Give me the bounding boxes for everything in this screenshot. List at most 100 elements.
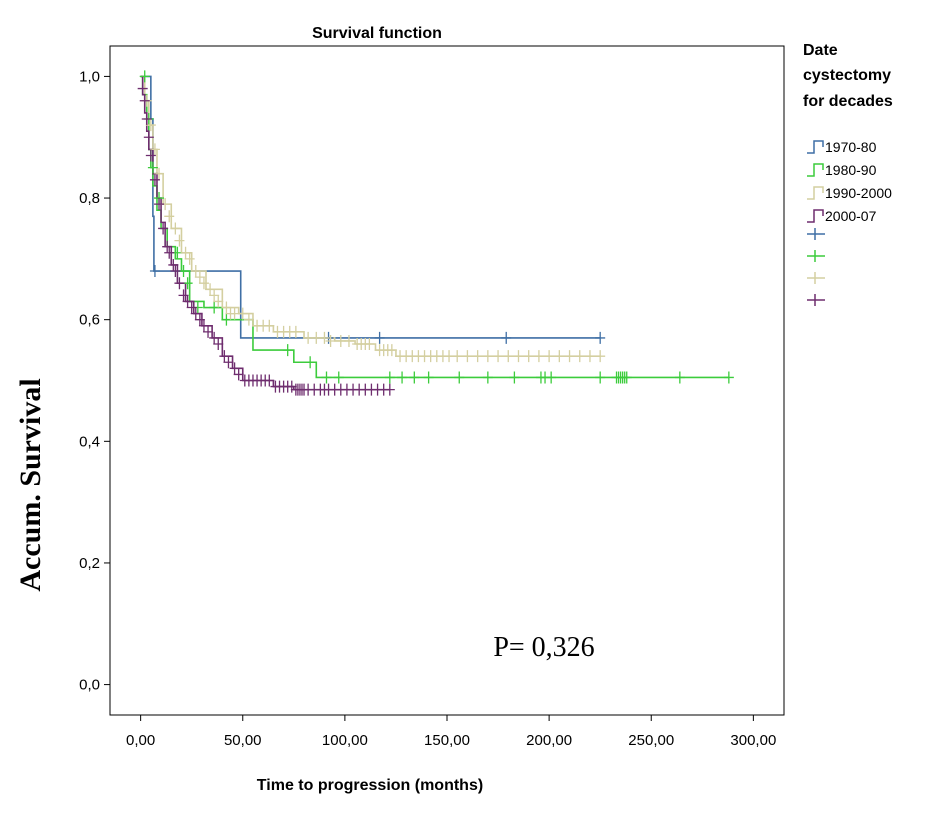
- y-tick-label: 1,0: [79, 68, 100, 85]
- legend-label: 2000-07: [825, 208, 877, 224]
- censor-mark: [219, 350, 230, 363]
- censor-mark: [384, 383, 395, 396]
- censor-mark: [333, 371, 344, 384]
- censor-mark: [264, 374, 275, 387]
- legend-title-line-3: for decades: [803, 93, 893, 110]
- legend-label: 1980-90: [825, 162, 877, 178]
- censor-mark: [533, 350, 544, 363]
- censor-mark: [321, 371, 332, 384]
- censor-mark: [237, 307, 248, 320]
- survival-curve-1970-80: [140, 75, 601, 339]
- pvalue-box: [448, 612, 752, 684]
- censor-mark: [482, 371, 493, 384]
- censor-mark: [384, 371, 395, 384]
- censor-mark: [482, 350, 493, 363]
- chart-title: Survival function: [312, 25, 442, 42]
- censor-mark: [233, 368, 244, 381]
- censor-mark: [564, 350, 575, 363]
- x-tick-label: 300,00: [730, 732, 776, 749]
- censor-mark: [409, 371, 420, 384]
- censor-mark: [544, 350, 555, 363]
- censor-mark: [174, 277, 185, 290]
- censor-mark: [364, 338, 375, 351]
- censor-mark: [203, 325, 214, 338]
- plot-area: [109, 45, 785, 716]
- censor-mark: [472, 350, 483, 363]
- censor-mark: [343, 334, 354, 347]
- censor-mark: [164, 246, 175, 259]
- censor-mark: [170, 265, 181, 278]
- censor-mark: [319, 331, 330, 344]
- legend-title-line-2: cystectomy: [803, 67, 891, 84]
- censor-mark: [221, 313, 232, 326]
- censor-mark: [223, 356, 234, 369]
- x-tick-label: 0,00: [126, 732, 155, 749]
- censor-mark: [170, 222, 181, 235]
- x-axis-label: Time to progression (months): [257, 777, 483, 794]
- censor-mark: [286, 380, 297, 393]
- censor-mark: [546, 371, 557, 384]
- censor-mark: [168, 258, 179, 271]
- censor-mark: [180, 246, 191, 259]
- censor-mark: [454, 371, 465, 384]
- censor-mark: [154, 167, 165, 180]
- censor-mark: [198, 319, 209, 332]
- censor-mark: [194, 313, 205, 326]
- censor-mark: [595, 331, 606, 344]
- censor-mark: [397, 371, 408, 384]
- censor-mark: [143, 131, 154, 144]
- censor-mark: [595, 350, 606, 363]
- censor-mark: [174, 234, 185, 247]
- x-tick-label: 250,00: [628, 732, 674, 749]
- censor-mark: [452, 350, 463, 363]
- censor-mark: [205, 283, 216, 296]
- censor-mark: [584, 350, 595, 363]
- y-tick-label: 0,4: [79, 433, 100, 450]
- censor-mark: [554, 350, 565, 363]
- censor-mark: [209, 289, 220, 302]
- censor-mark: [595, 371, 606, 384]
- censor-mark: [503, 350, 514, 363]
- x-tick-label: 150,00: [424, 732, 470, 749]
- censor-mark: [374, 331, 385, 344]
- censor-mark: [213, 295, 224, 308]
- censor-mark: [154, 198, 165, 211]
- censor-mark: [462, 350, 473, 363]
- censor-mark: [509, 371, 520, 384]
- censor-marks: [137, 70, 734, 396]
- censor-mark: [325, 334, 336, 347]
- censor-mark: [493, 350, 504, 363]
- x-tick-label: 200,00: [526, 732, 572, 749]
- y-axis-label: Accum. Survival: [14, 378, 47, 591]
- y-tick-label: 0,2: [79, 555, 100, 572]
- censor-mark: [386, 344, 397, 357]
- censor-mark: [149, 143, 160, 156]
- censor-mark: [513, 350, 524, 363]
- legend-title-line-1: Date: [803, 42, 838, 59]
- legend-swatch-step: [807, 209, 824, 223]
- censor-mark: [243, 313, 254, 326]
- p-value-annotation: P= 0,326: [493, 632, 594, 663]
- censor-mark: [221, 301, 232, 314]
- censor-mark: [139, 94, 150, 107]
- y-tick-label: 0,8: [79, 190, 100, 207]
- censor-mark: [145, 119, 156, 132]
- legend-swatch-step: [807, 186, 824, 200]
- censor-mark: [674, 371, 685, 384]
- censor-mark: [190, 265, 201, 278]
- censor-mark: [501, 331, 512, 344]
- censor-mark: [523, 350, 534, 363]
- censor-mark: [158, 222, 169, 235]
- censor-mark: [149, 173, 160, 186]
- censor-mark: [574, 350, 585, 363]
- x-axis-ticks: 0,00 50,00 100,00 150,00 200,00 250,00 300,00: [126, 715, 776, 749]
- censor-mark: [186, 301, 197, 314]
- censor-mark: [209, 331, 220, 344]
- censor-mark: [423, 371, 434, 384]
- censor-mark: [209, 301, 220, 314]
- censor-mark: [178, 289, 189, 302]
- censor-mark: [162, 240, 173, 253]
- legend-label: 1990-2000: [825, 185, 892, 201]
- y-tick-label: 0,6: [79, 312, 100, 329]
